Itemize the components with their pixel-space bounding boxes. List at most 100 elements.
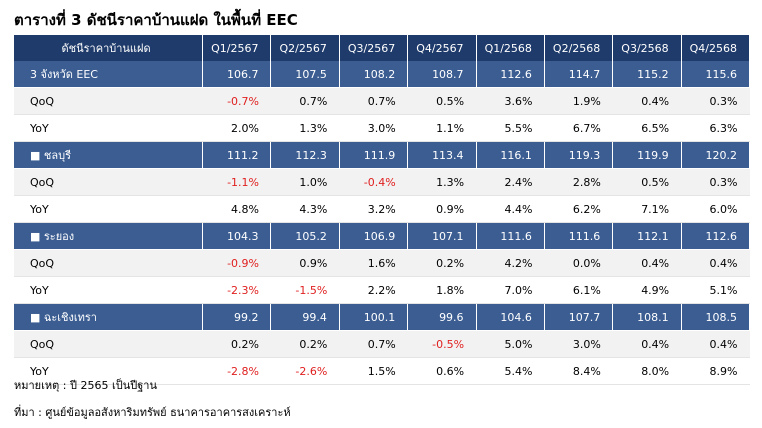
sub-row: YoY -2.8% -2.6% 1.5% 0.6% 5.4% 8.4% 8.0% 8.9% — [14, 357, 750, 385]
group-row: 3 จังหวัด EEC 106.7 107.5 108.2 108.7 112.6 11… — [14, 61, 751, 88]
cell: 0.4% — [681, 330, 750, 358]
cell: 1.9% — [544, 87, 613, 115]
cell: 1.5% — [339, 357, 408, 385]
cell: -0.9% — [202, 249, 271, 277]
cell: 1.3% — [407, 168, 477, 196]
table-body: 3 จังหวัด EEC 106.7 107.5 108.2 108.7 112.6 11… — [14, 61, 751, 385]
row-label: ■ ชลบุรี — [14, 141, 204, 169]
source: ที่มา : ศูนย์ข้อมูลอสังหาริมทรัพย์ ธนาคา… — [14, 406, 291, 419]
cell: -2.8% — [202, 357, 271, 385]
row-label: QoQ — [14, 249, 203, 277]
cell: 3.2% — [339, 195, 408, 223]
cell: 4.4% — [476, 195, 545, 223]
cell: 111.6 — [544, 222, 614, 250]
cell: 0.3% — [681, 87, 750, 115]
row-label: YoY — [14, 195, 203, 223]
cell: 0.5% — [407, 87, 477, 115]
cell: 2.8% — [544, 168, 613, 196]
cell: 0.5% — [612, 168, 682, 196]
sub-row: QoQ -1.1% 1.0% -0.4% 1.3% 2.4% 2.8% 0.5% 0.3% — [14, 168, 750, 196]
cell: 6.2% — [544, 195, 613, 223]
header-cell: ดัชนีราคาบ้านแฝด — [14, 35, 204, 61]
cell: 1.8% — [407, 276, 477, 304]
cell: 115.2 — [612, 61, 682, 88]
cell: 104.6 — [476, 303, 545, 331]
cell: 108.5 — [681, 303, 751, 331]
row-label: ■ ฉะเชิงเทรา — [14, 303, 204, 331]
cell: 6.0% — [681, 195, 750, 223]
cell: 108.7 — [407, 61, 477, 88]
cell: 114.7 — [544, 61, 614, 88]
cell: 0.4% — [681, 249, 750, 277]
group-row: ■ ฉะเชิงเทรา 99.2 99.4 100.1 99.6 104.6 107.7 1… — [14, 303, 751, 331]
cell: 2.0% — [202, 114, 271, 142]
cell: 100.1 — [339, 303, 409, 331]
cell: 107.7 — [544, 303, 614, 331]
cell: 107.5 — [270, 61, 340, 88]
row-label: QoQ — [14, 168, 203, 196]
header-cell: Q2/2567 — [270, 35, 340, 61]
cell: 3.6% — [476, 87, 545, 115]
cell: 6.1% — [544, 276, 613, 304]
header-row: ดัชนีราคาบ้านแฝด Q1/2567 Q2/2567 Q3/2567 Q4/… — [14, 35, 751, 61]
cell: 99.4 — [270, 303, 340, 331]
cell: 2.4% — [476, 168, 545, 196]
sub-row: YoY 4.8% 4.3% 3.2% 0.9% 4.4% 6.2% 7.1% 6.0% — [14, 195, 750, 223]
cell: 6.3% — [681, 114, 750, 142]
cell: 112.3 — [270, 141, 340, 169]
cell: 1.1% — [407, 114, 477, 142]
cell: 105.2 — [270, 222, 340, 250]
cell: 7.1% — [612, 195, 682, 223]
cell: 112.6 — [681, 222, 751, 250]
cell: 115.6 — [681, 61, 751, 88]
cell: 116.1 — [476, 141, 545, 169]
cell: -0.7% — [202, 87, 271, 115]
cell: 0.7% — [270, 87, 340, 115]
cell: 106.9 — [339, 222, 409, 250]
sub-row: YoY 2.0% 1.3% 3.0% 1.1% 5.5% 6.7% 6.5% 6.3% — [14, 114, 750, 142]
cell: 5.4% — [476, 357, 545, 385]
cell: 4.9% — [612, 276, 682, 304]
cell: 0.6% — [407, 357, 477, 385]
cell: 1.0% — [270, 168, 340, 196]
cell: 112.6 — [476, 61, 545, 88]
row-label: QoQ — [14, 87, 203, 115]
cell: 0.4% — [612, 249, 682, 277]
note: หมายเหตุ : ปี 2565 เป็นปีฐาน — [14, 379, 157, 392]
row-label: QoQ — [14, 330, 203, 358]
cell: 8.4% — [544, 357, 613, 385]
cell: -0.5% — [407, 330, 477, 358]
cell: 0.9% — [270, 249, 340, 277]
cell: 6.7% — [544, 114, 613, 142]
cell: 5.0% — [476, 330, 545, 358]
cell: 0.4% — [612, 330, 682, 358]
header-cell: Q4/2567 — [407, 35, 477, 61]
cell: 108.1 — [612, 303, 682, 331]
cell: 2.2% — [339, 276, 408, 304]
cell: 7.0% — [476, 276, 545, 304]
group-row: ■ ระยอง 104.3 105.2 106.9 107.1 111.6 111.6 112… — [14, 222, 751, 250]
cell: 111.9 — [339, 141, 409, 169]
group-row: ■ ชลบุรี 111.2 112.3 111.9 113.4 116.1 119.3 11… — [14, 141, 751, 169]
cell: 0.4% — [612, 87, 682, 115]
header-cell: Q3/2568 — [612, 35, 682, 61]
cell: 3.0% — [544, 330, 613, 358]
header-cell: Q1/2567 — [202, 35, 272, 61]
cell: 1.6% — [339, 249, 408, 277]
cell: 5.1% — [681, 276, 750, 304]
cell: 99.2 — [202, 303, 272, 331]
cell: 99.6 — [407, 303, 477, 331]
cell: 0.2% — [202, 330, 271, 358]
cell: -1.5% — [270, 276, 340, 304]
sub-row: QoQ 0.2% 0.2% 0.7% -0.5% 5.0% 3.0% 0.4% 0.4% — [14, 330, 750, 358]
cell: 106.7 — [202, 61, 272, 88]
header-cell: Q2/2568 — [544, 35, 614, 61]
cell: 0.3% — [681, 168, 750, 196]
cell: 0.2% — [270, 330, 340, 358]
cell: 113.4 — [407, 141, 477, 169]
cell: 108.2 — [339, 61, 409, 88]
header-cell: Q4/2568 — [681, 35, 751, 61]
cell: 0.0% — [544, 249, 613, 277]
sub-row: QoQ -0.9% 0.9% 1.6% 0.2% 4.2% 0.0% 0.4% 0.4% — [14, 249, 750, 277]
